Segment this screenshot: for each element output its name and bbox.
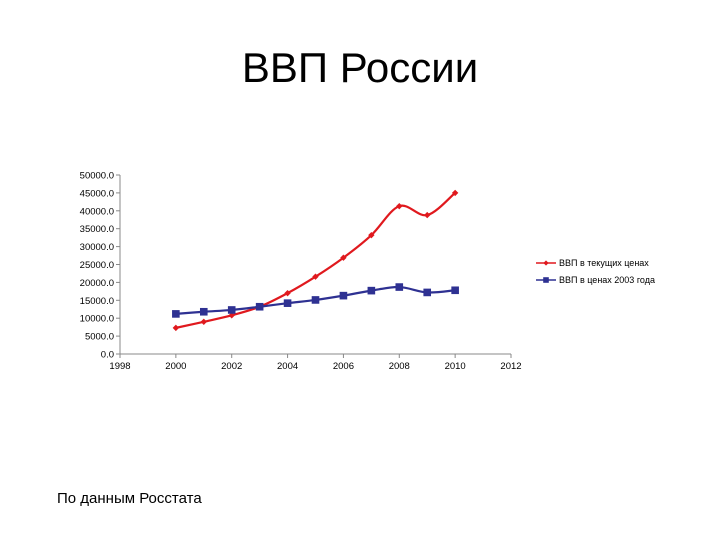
series-lines — [172, 189, 459, 332]
y-tick-label: 35000.0 — [80, 224, 114, 235]
y-tick-label: 0.0 — [101, 350, 114, 361]
page-title: ВВП России — [241, 44, 479, 91]
series-1-point — [396, 202, 403, 210]
series-2-point — [172, 310, 180, 318]
legend-label-2: ВВП в ценах 2003 года — [559, 275, 655, 285]
series-1-point — [368, 231, 375, 239]
source-note: По данным Росстата — [57, 490, 202, 507]
legend-marker-2 — [543, 277, 549, 283]
series-1-point — [172, 324, 180, 332]
y-tick-label: 20000.0 — [80, 278, 114, 289]
y-axis: 0.0 5000.0 10000.0 15000.0 20000.0 25000.0 300… — [80, 171, 121, 361]
series-2-point — [339, 291, 348, 300]
y-tick-label: 15000.0 — [80, 296, 114, 307]
series-1-point — [340, 254, 347, 261]
x-tick-label: 1998 — [109, 361, 130, 372]
y-tick-label: 25000.0 — [80, 260, 114, 271]
series-2-point — [423, 288, 432, 297]
series-2-point — [199, 307, 208, 316]
series-2-point — [451, 286, 459, 295]
series-2-point — [227, 306, 236, 314]
y-tick-label: 30000.0 — [80, 242, 114, 253]
y-tick-label: 40000.0 — [80, 206, 114, 217]
series-1-point — [200, 318, 207, 325]
series-1-point — [284, 289, 291, 297]
series-1-point — [312, 273, 319, 280]
series-line-1 — [175, 192, 456, 329]
series-2-point — [283, 299, 292, 307]
legend-label-1: ВВП в текущих ценах — [559, 258, 649, 268]
x-tick-label: 2004 — [277, 361, 298, 372]
series-2-point — [311, 296, 320, 304]
series-2-point — [395, 283, 404, 291]
y-tick-label: 5000.0 — [85, 332, 114, 343]
x-tick-label: 2006 — [333, 361, 354, 372]
x-axis: 1998 2000 2002 2004 2006 2008 2010 2012 — [109, 353, 522, 372]
x-tick-label: 2008 — [389, 361, 410, 372]
legend-marker-1 — [543, 260, 549, 266]
series-1-point — [451, 189, 459, 197]
series-2-point — [255, 302, 264, 311]
series-2-point — [367, 286, 376, 295]
y-tick-label: 10000.0 — [80, 314, 114, 325]
x-tick-label: 2010 — [445, 361, 466, 372]
x-tick-label: 2012 — [500, 361, 521, 372]
y-tick-label: 45000.0 — [80, 188, 114, 199]
legend: ВВП в текущих ценах ВВП в ценах 2003 года — [536, 258, 655, 285]
x-tick-label: 2002 — [221, 361, 242, 372]
x-tick-label: 2000 — [165, 361, 186, 372]
series-1-point — [424, 211, 431, 219]
y-tick-label: 50000.0 — [80, 171, 114, 182]
